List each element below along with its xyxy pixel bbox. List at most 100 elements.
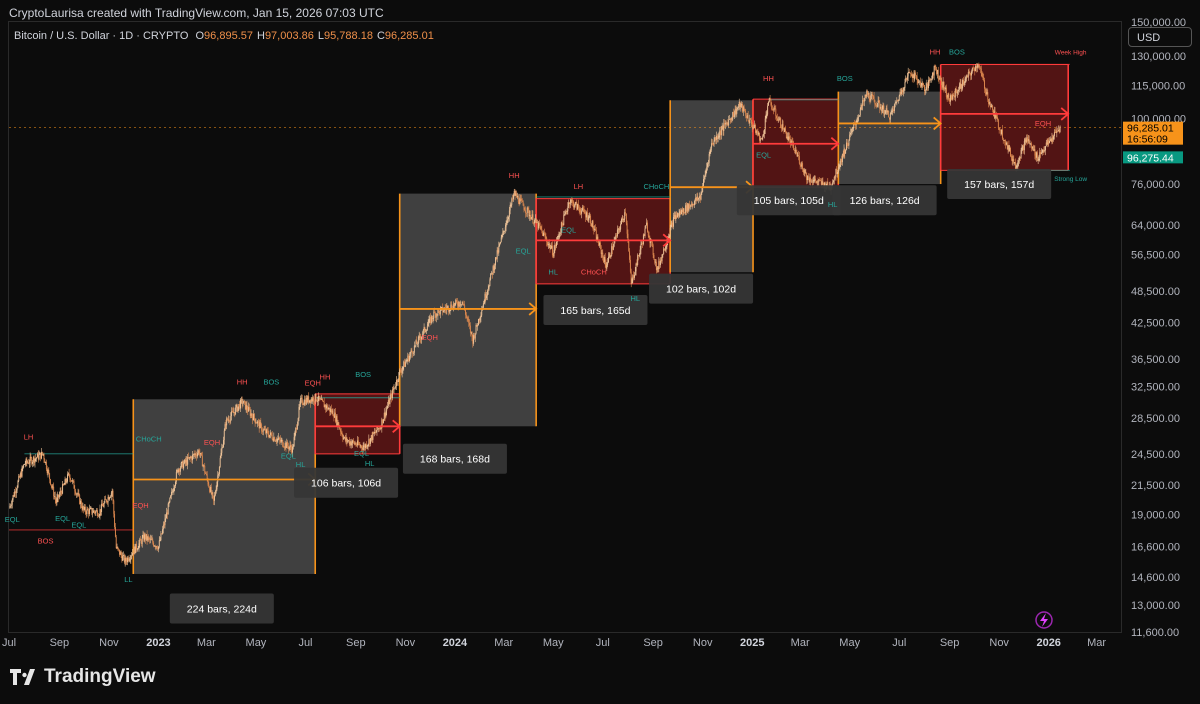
candle-body bbox=[119, 552, 121, 555]
candle-body bbox=[233, 412, 235, 413]
candle-body bbox=[602, 252, 604, 257]
candle-body bbox=[923, 85, 925, 91]
candle-body bbox=[699, 196, 701, 200]
candle-body bbox=[666, 242, 668, 247]
candle-body bbox=[912, 74, 914, 78]
candle-body bbox=[400, 370, 401, 372]
candle-body bbox=[1045, 142, 1047, 147]
candle-body bbox=[789, 139, 791, 145]
candle-body bbox=[281, 440, 283, 441]
candle-body bbox=[100, 509, 102, 513]
candle-body bbox=[495, 257, 497, 259]
structure-annotation: EQL bbox=[281, 452, 296, 461]
candle-body bbox=[945, 87, 947, 98]
candle-body bbox=[924, 89, 926, 91]
x-tick-label: Mar bbox=[791, 637, 810, 649]
candle-body bbox=[746, 115, 748, 118]
price-tag-box bbox=[1123, 121, 1183, 134]
candle-body bbox=[964, 78, 966, 83]
zone-box bbox=[133, 399, 316, 574]
lightning-icon-ring bbox=[1035, 611, 1053, 629]
candle-body bbox=[508, 216, 509, 220]
candle-body bbox=[911, 76, 913, 78]
candle-body bbox=[185, 459, 187, 463]
candle-body bbox=[89, 508, 91, 510]
candle-body bbox=[267, 431, 269, 435]
candle-body bbox=[632, 275, 634, 279]
candle-body bbox=[207, 479, 209, 485]
candle-body bbox=[737, 107, 739, 110]
candle-body bbox=[822, 181, 824, 184]
candle-body bbox=[1001, 129, 1003, 134]
candle-body bbox=[461, 301, 463, 305]
candle-body bbox=[361, 447, 363, 450]
candle-body bbox=[78, 493, 80, 495]
candle-body bbox=[627, 233, 629, 242]
currency-button[interactable]: USD bbox=[1128, 27, 1192, 47]
candle-body bbox=[306, 397, 308, 402]
candle-body bbox=[707, 163, 709, 168]
candle-body bbox=[694, 201, 696, 206]
structure-annotation: LH bbox=[574, 182, 584, 191]
candle-body bbox=[387, 400, 389, 406]
candle-body bbox=[109, 497, 111, 500]
candle-body bbox=[88, 510, 90, 515]
candle-body bbox=[742, 104, 743, 112]
candle-body bbox=[30, 456, 32, 459]
candle-body bbox=[537, 221, 539, 229]
candle-body bbox=[495, 257, 497, 266]
bars-count-label: 106 bars, 106d bbox=[311, 478, 381, 490]
candle-body bbox=[324, 405, 326, 408]
candle-body bbox=[270, 432, 272, 435]
candle-body bbox=[464, 305, 466, 311]
candle-body bbox=[594, 228, 596, 230]
candle-body bbox=[127, 557, 129, 563]
candle-body bbox=[704, 174, 706, 177]
candle-body bbox=[647, 232, 649, 236]
tradingview-logo[interactable]: TradingView bbox=[10, 666, 156, 688]
candle-body bbox=[470, 331, 472, 333]
candle-body bbox=[914, 72, 916, 80]
candle-body bbox=[378, 428, 380, 430]
candle-body bbox=[949, 99, 951, 102]
candle-body bbox=[628, 241, 630, 252]
candle-body bbox=[132, 553, 133, 556]
candle-body bbox=[287, 446, 289, 450]
y-tick-label: 115,000.00 bbox=[1131, 80, 1185, 92]
candle-body bbox=[886, 108, 888, 113]
candle-body bbox=[144, 534, 146, 541]
zone-box bbox=[838, 91, 941, 185]
candle-body bbox=[891, 111, 893, 112]
candle-body bbox=[357, 440, 358, 446]
candle-body bbox=[456, 300, 458, 302]
candle-body bbox=[412, 351, 414, 354]
candle-body bbox=[335, 416, 337, 422]
candle-body bbox=[799, 163, 801, 166]
candle-body bbox=[238, 404, 240, 407]
candle-body bbox=[329, 407, 331, 413]
candle-body bbox=[956, 91, 958, 94]
candle-body bbox=[947, 93, 949, 98]
candle-body bbox=[339, 427, 341, 429]
candle-body bbox=[744, 110, 746, 113]
candle-body bbox=[803, 169, 805, 173]
candle-body bbox=[212, 492, 214, 496]
candle-body bbox=[367, 444, 369, 446]
bars-count-label: 157 bars, 157d bbox=[964, 179, 1034, 191]
symbol-title[interactable]: Bitcoin / U.S. Dollar · 1D · CRYPTO bbox=[14, 30, 189, 42]
structure-annotation: HL bbox=[548, 267, 558, 276]
candle-body bbox=[913, 74, 915, 80]
candle-body bbox=[41, 451, 42, 459]
candle-body bbox=[386, 408, 388, 411]
candle-body bbox=[795, 149, 797, 153]
candle-body bbox=[276, 439, 278, 442]
candle-body bbox=[715, 137, 717, 140]
candle-body bbox=[83, 506, 85, 510]
candle-body bbox=[201, 455, 203, 467]
candle-body bbox=[1050, 138, 1052, 142]
candle-body bbox=[269, 434, 271, 438]
candle-body bbox=[110, 492, 112, 497]
symbol-legend[interactable]: Bitcoin / U.S. Dollar · 1D · CRYPTO O96,… bbox=[14, 30, 434, 42]
candle-body bbox=[448, 310, 450, 312]
